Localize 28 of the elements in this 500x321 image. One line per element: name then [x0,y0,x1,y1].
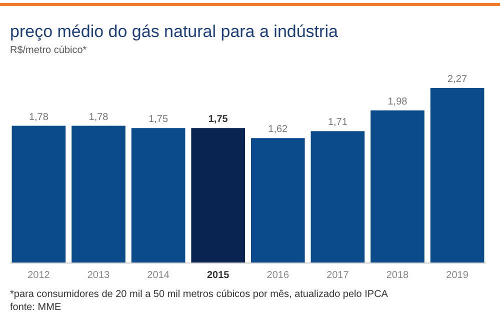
data-label: 1,78 [88,112,109,123]
bar [250,138,305,263]
bar [310,131,365,263]
x-tick-label: 2016 [266,270,290,281]
data-label: 1,75 [208,114,228,126]
x-tick-label: 2012 [28,270,50,281]
data-label: 1,78 [28,112,49,123]
x-tick-label: 2018 [386,270,410,281]
bar [12,126,66,263]
data-label: 2,27 [448,74,468,85]
x-tick-label: 2019 [446,270,469,281]
x-tick-label: 2015 [206,270,230,281]
chart-title: preço médio do gás natural para a indústria [10,22,338,41]
data-label: 1,98 [388,96,408,108]
x-tick-label: 2014 [147,270,170,281]
bar [131,128,186,263]
bar [72,126,126,263]
bar [370,110,424,263]
x-tick-label: 2013 [87,270,110,281]
data-label: 1,75 [148,114,168,126]
data-label: 1,62 [268,124,288,136]
text: *para consumidores de 20 mil a 50 mil metros cúbicos por mês, atualizado pelo IPCA [10,289,388,300]
bar [430,88,484,263]
data-label: 1,71 [328,117,348,128]
source-note: fonte: MME [10,302,62,313]
bar [191,128,246,263]
chart-subtitle: R$/metro cúbico* [10,45,87,56]
x-tick-label: 2017 [326,270,350,281]
